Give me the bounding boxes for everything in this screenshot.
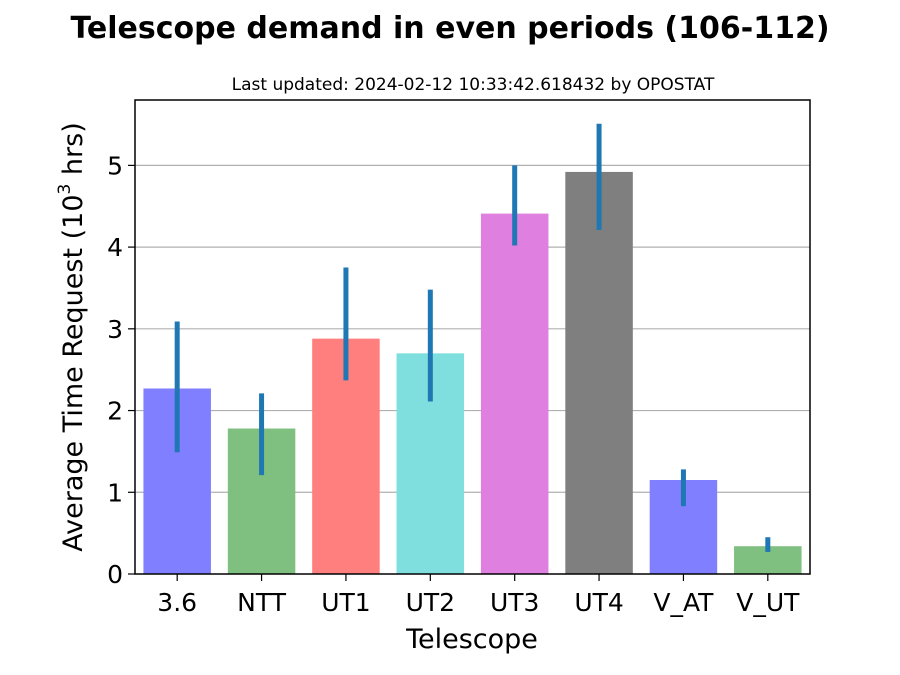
x-tick-label: UT2 xyxy=(406,588,455,617)
y-axis-label-tail: hrs) xyxy=(58,122,89,183)
plot-frame xyxy=(134,99,811,575)
x-axis-label: Telescope xyxy=(405,624,538,655)
bar xyxy=(565,171,633,574)
y-axis-label: Average Time Request (103 hrs) xyxy=(55,122,89,552)
x-tick-label: 3.6 xyxy=(157,588,197,617)
y-tick-label: 3 xyxy=(107,315,123,344)
errors-layer xyxy=(174,123,771,552)
bar xyxy=(480,213,549,574)
y-tick-label: 4 xyxy=(107,233,123,262)
x-tick-label: UT1 xyxy=(321,588,370,617)
x-tick-label: UT4 xyxy=(574,588,623,617)
x-ticks: 3.6 NTT UT1 UT2 UT3 UT4 V_AT V_UT xyxy=(157,574,800,617)
bars-layer xyxy=(143,171,802,574)
x-tick-label: NTT xyxy=(237,588,287,617)
y-tick-label: 5 xyxy=(107,151,123,180)
y-tick-label: 1 xyxy=(107,478,123,507)
x-tick-label: V_AT xyxy=(653,588,714,617)
chart-subtitle: Last updated: 2024-02-12 10:33:42.618432… xyxy=(232,75,715,95)
y-tick-label: 0 xyxy=(107,560,123,589)
y-tick-label: 2 xyxy=(107,397,123,426)
chart-title: Telescope demand in even periods (106-11… xyxy=(70,11,829,46)
y-ticks: 0 1 2 3 4 5 xyxy=(107,151,135,589)
x-tick-label: V_UT xyxy=(736,588,800,617)
x-tick-label: UT3 xyxy=(490,588,539,617)
y-axis-label-main: Average Time Request (10 xyxy=(58,194,89,551)
y-axis-label-superscript: 3 xyxy=(55,184,75,195)
